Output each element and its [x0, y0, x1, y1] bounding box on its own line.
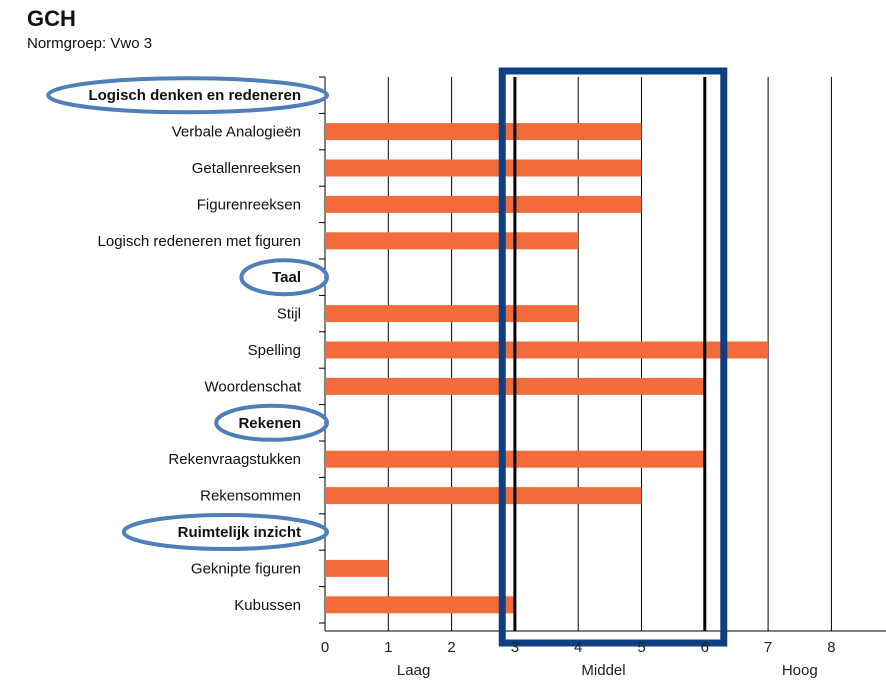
heading-circle [239, 258, 330, 297]
x-tick-label: 5 [637, 639, 645, 656]
x-tick-label: 8 [827, 639, 835, 656]
bar-kubussen [325, 596, 515, 614]
row-label: Woordenschat [205, 378, 302, 395]
heading-circle [46, 76, 329, 115]
row-label: Rekenvraagstukken [168, 451, 301, 468]
band-label-middel: Middel [581, 662, 625, 679]
row-label: Spelling [248, 342, 301, 359]
bar-rekensommen [325, 487, 642, 505]
x-tick-label: 7 [764, 639, 772, 656]
bar-stijl [325, 305, 579, 323]
x-tick-label: 0 [321, 639, 329, 656]
category-heading: Logisch denken en redeneren [88, 87, 301, 104]
bar-getallenreeksen [325, 159, 642, 177]
page-title: GCH [27, 6, 76, 31]
bar-geknipte-figuren [325, 559, 389, 577]
row-label: Stijl [277, 306, 301, 323]
band-label-laag: Laag [397, 662, 430, 679]
x-tick-label: 6 [701, 639, 709, 656]
bar-logisch-redeneren-met-figuren [325, 232, 579, 250]
x-tick-label: 4 [574, 639, 582, 656]
heading-circle [121, 513, 329, 551]
heading-circle [214, 403, 330, 442]
row-label: Figurenreeksen [197, 196, 301, 213]
bar-spelling [325, 341, 769, 359]
band-label-hoog: Hoog [782, 662, 818, 679]
category-heading: Rekenen [238, 415, 301, 432]
category-heading: Ruimtelijk inzicht [178, 524, 301, 541]
row-label: Verbale Analogieën [172, 124, 301, 141]
row-label: Rekensommen [200, 488, 301, 505]
bar-verbale-analogie-n [325, 123, 642, 141]
highlight-box [498, 67, 728, 647]
x-tick-label: 2 [447, 639, 455, 656]
x-tick-label: 3 [511, 639, 519, 656]
row-label: Getallenreeksen [192, 160, 301, 177]
category-heading: Taal [272, 269, 301, 286]
x-tick-label: 1 [384, 639, 392, 656]
bar-figurenreeksen [325, 195, 642, 213]
row-label: Kubussen [234, 597, 301, 614]
row-label: Geknipte figuren [191, 560, 301, 577]
norm-group-label: Normgroep: Vwo 3 [27, 35, 153, 52]
row-label: Logisch redeneren met figuren [98, 233, 301, 250]
